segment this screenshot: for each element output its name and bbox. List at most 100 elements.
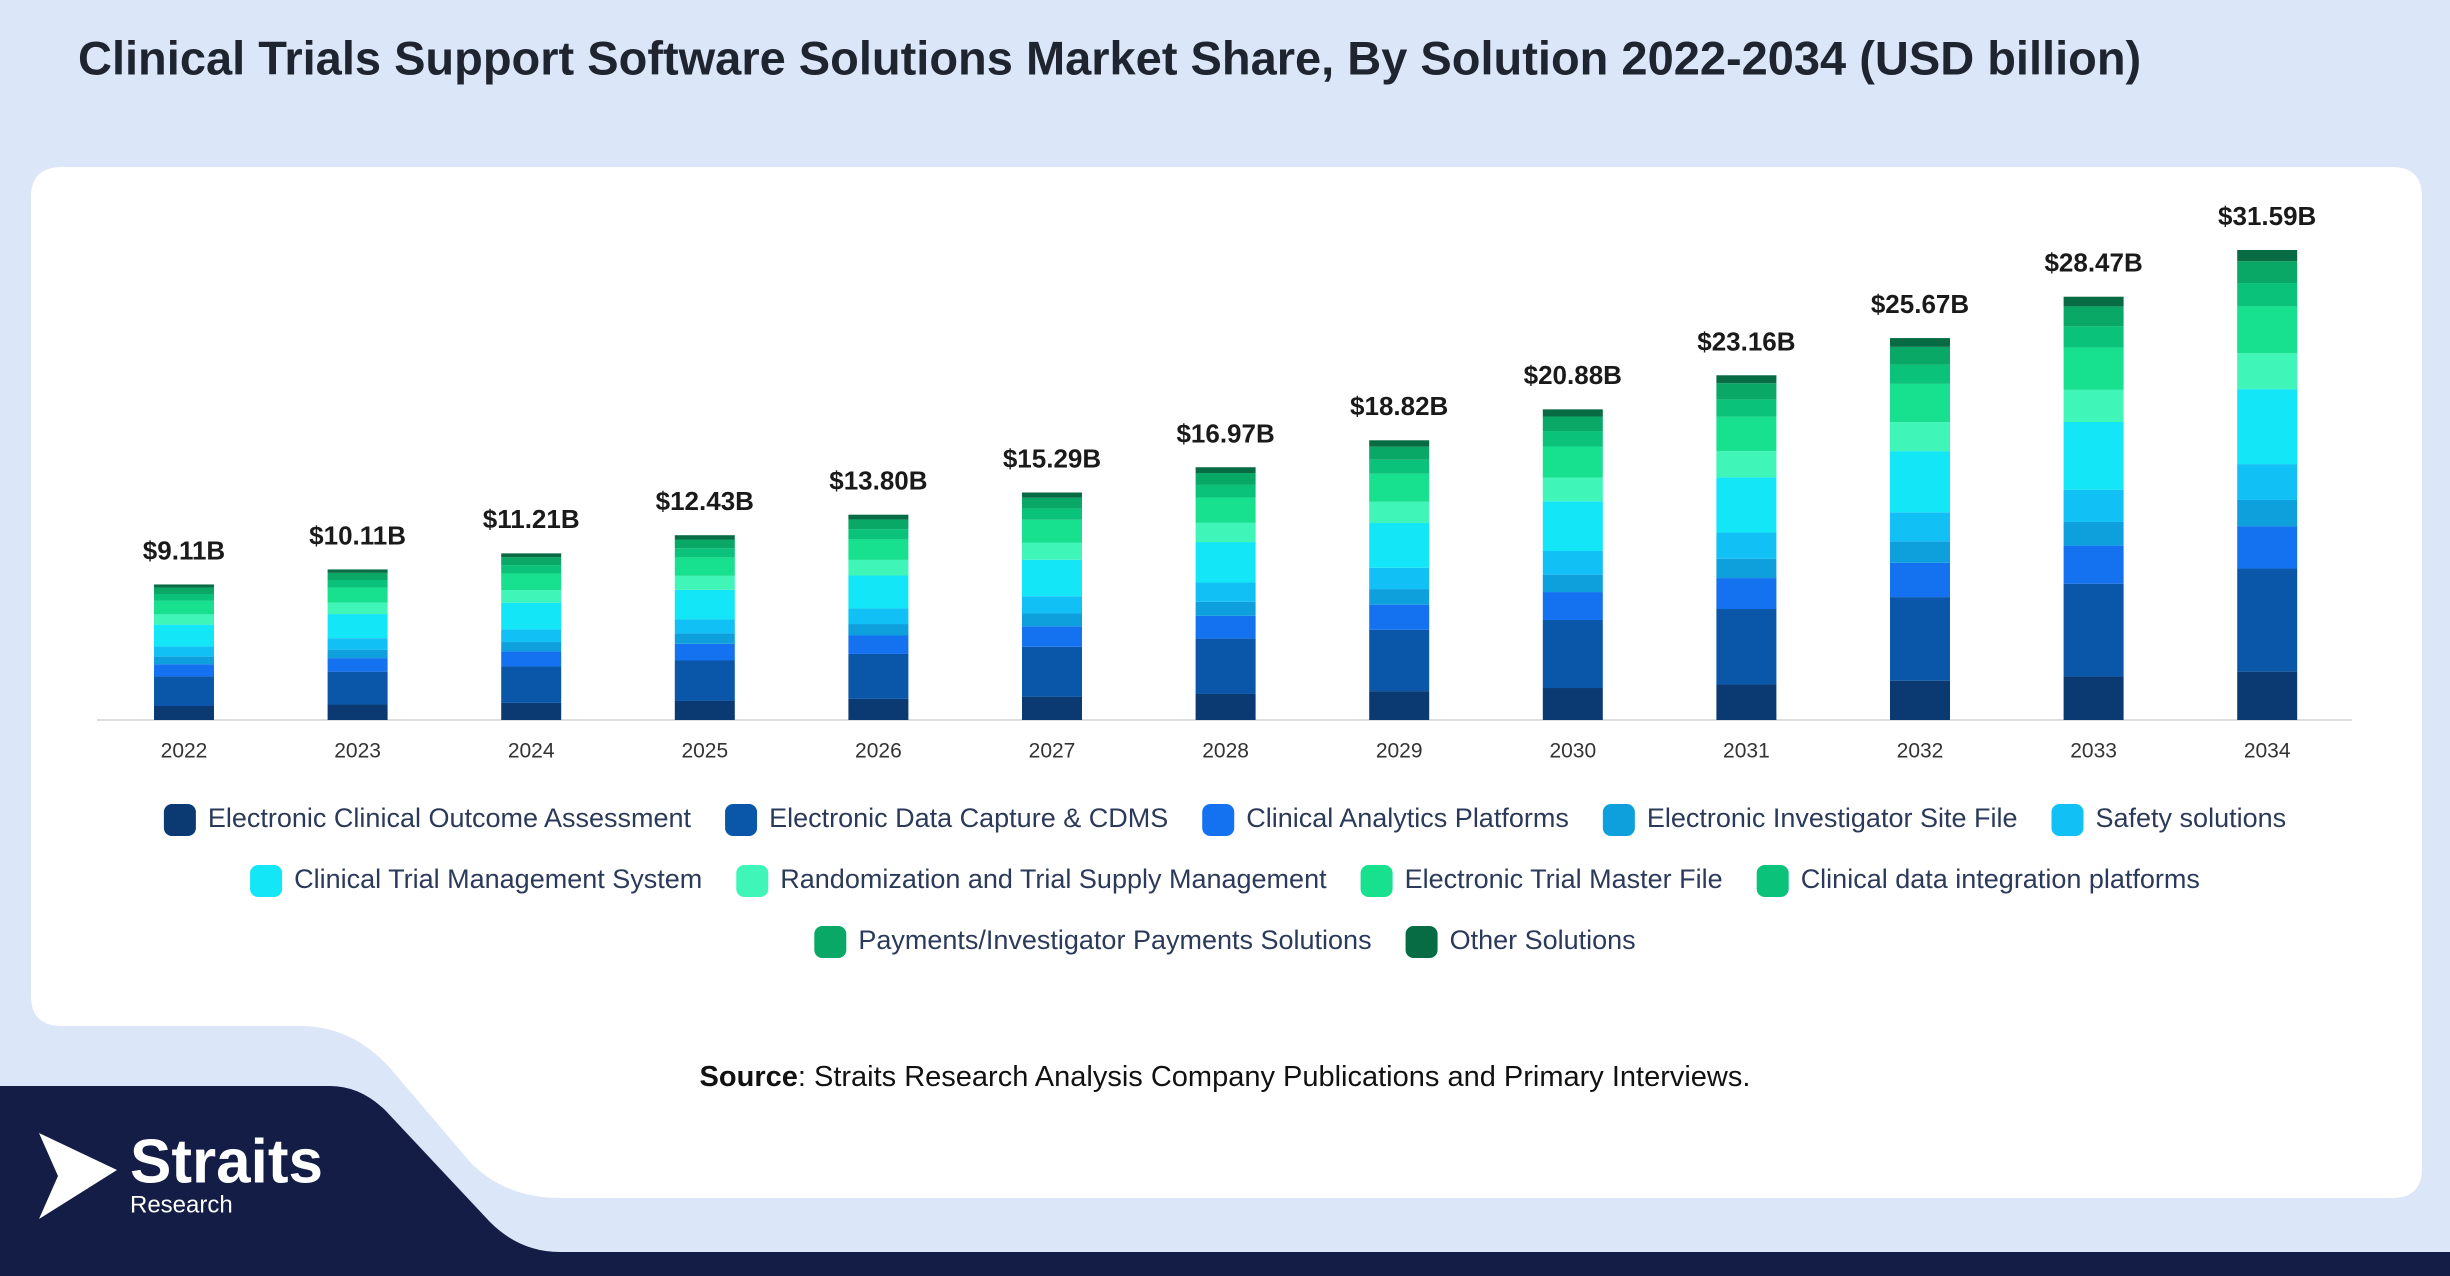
bar-segment — [1890, 562, 1950, 598]
total-label: $16.97B — [1176, 418, 1274, 448]
bar-segment — [1542, 620, 1603, 689]
bar-segment — [1369, 523, 1430, 568]
legend-label: Safety solutions — [2096, 803, 2287, 833]
legend-label: Electronic Trial Master File — [1405, 864, 1723, 894]
bar-segment — [1542, 446, 1603, 478]
legend-swatch — [1360, 865, 1393, 897]
total-label: $31.59B — [2218, 201, 2316, 231]
bar-segment — [1195, 638, 1256, 694]
legend-swatch — [163, 804, 196, 836]
total-label: $20.88B — [1524, 360, 1622, 390]
bar-segment — [501, 557, 562, 566]
bar-segment — [2237, 464, 2298, 500]
logo-name: Straits — [130, 1127, 323, 1196]
source: Source: Straits Research Analysis Compan… — [700, 1061, 1751, 1093]
x-tick-label: 2022 — [161, 740, 208, 763]
legend-label: Electronic Data Capture & CDMS — [769, 803, 1168, 833]
bar-segment — [501, 702, 562, 720]
bar-segment — [501, 590, 562, 603]
bar-segment — [674, 619, 735, 634]
bar-segment — [1022, 508, 1082, 520]
bar-segment — [1716, 399, 1777, 417]
bar-segment — [1195, 467, 1256, 474]
bar-segment — [848, 529, 909, 540]
bar-segment — [1890, 422, 1950, 452]
bar-segment — [1195, 484, 1256, 498]
x-tick-label: 2023 — [334, 740, 381, 763]
bar-segment — [2063, 583, 2124, 677]
bar-segment — [1716, 416, 1777, 452]
bar-segment — [1022, 696, 1082, 720]
bar-segment — [848, 514, 909, 520]
bar-segment — [2063, 306, 2124, 327]
bar-segment — [848, 559, 909, 576]
bar-segment — [2063, 326, 2124, 348]
bar-segment — [848, 519, 909, 530]
bar-segment — [327, 671, 388, 705]
bar-segment — [327, 579, 388, 588]
bar-segment — [1022, 497, 1082, 509]
legend-label: Other Solutions — [1450, 925, 1636, 955]
bar-segment — [674, 643, 735, 661]
bar-segment — [154, 664, 214, 677]
bar-segment — [327, 587, 388, 603]
bar-segment — [1716, 532, 1777, 559]
total-label: $25.67B — [1871, 289, 1969, 319]
legend-swatch — [725, 804, 758, 836]
bar-segment — [501, 565, 562, 574]
bar-segment — [1195, 522, 1256, 543]
bar-segment — [2237, 306, 2298, 354]
bar-segment — [1022, 559, 1082, 597]
bar-segment — [1542, 409, 1603, 417]
bar-segment — [154, 656, 214, 665]
bar-segment — [501, 642, 562, 652]
total-label: $10.11B — [309, 520, 406, 550]
bar-segment — [1369, 604, 1430, 630]
legend-label: Clinical data integration platforms — [1801, 864, 2200, 894]
bar-segment — [674, 539, 735, 549]
bar-segment — [1369, 446, 1430, 460]
bar-segment — [1369, 473, 1430, 502]
total-label: $12.43B — [656, 486, 754, 516]
bar-segment — [2063, 489, 2124, 522]
bar-segment — [1022, 542, 1082, 560]
bar-segment — [1716, 375, 1777, 384]
legend-label: Randomization and Trial Supply Managemen… — [780, 864, 1327, 894]
bar-segment — [1369, 440, 1430, 447]
bar-segment — [501, 629, 562, 643]
bar-segment — [1716, 558, 1777, 579]
bar-segment — [848, 653, 909, 699]
bar-segment — [848, 635, 909, 654]
bar-segment — [1195, 473, 1256, 485]
bar-segment — [327, 614, 388, 639]
bar-segment — [1542, 550, 1603, 575]
bar-segment — [501, 553, 562, 558]
bar-segment — [2063, 676, 2124, 720]
bar-segment — [2237, 671, 2298, 720]
bar-segment — [674, 535, 735, 540]
x-tick-label: 2031 — [1723, 740, 1770, 763]
bar-segment — [2237, 526, 2298, 569]
bar-segment — [501, 666, 562, 703]
logo-sub: Research — [130, 1191, 233, 1218]
bar-segment — [154, 600, 214, 615]
bar-segment — [1716, 477, 1777, 533]
bar-segment — [1716, 609, 1777, 685]
bar-segment — [1716, 383, 1777, 400]
bar-segment — [327, 572, 388, 580]
bar-segment — [1716, 451, 1777, 478]
bar-segment — [2063, 545, 2124, 584]
legend-row: Clinical Trial Management System Randomiz… — [250, 864, 2200, 897]
legend-label: Electronic Clinical Outcome Assessment — [208, 803, 692, 833]
bar-segment — [2237, 353, 2298, 390]
legend-label: Electronic Investigator Site File — [1647, 803, 2018, 833]
total-label: $23.16B — [1697, 326, 1795, 356]
bar-segment — [848, 608, 909, 625]
total-label: $13.80B — [829, 466, 927, 496]
legend-label: Clinical Trial Management System — [294, 864, 702, 894]
bar-segment — [154, 624, 214, 647]
bar-segment — [1195, 582, 1256, 602]
bar-segment — [1890, 541, 1950, 563]
x-tick-label: 2030 — [1549, 740, 1596, 763]
bar-segment — [1022, 626, 1082, 647]
